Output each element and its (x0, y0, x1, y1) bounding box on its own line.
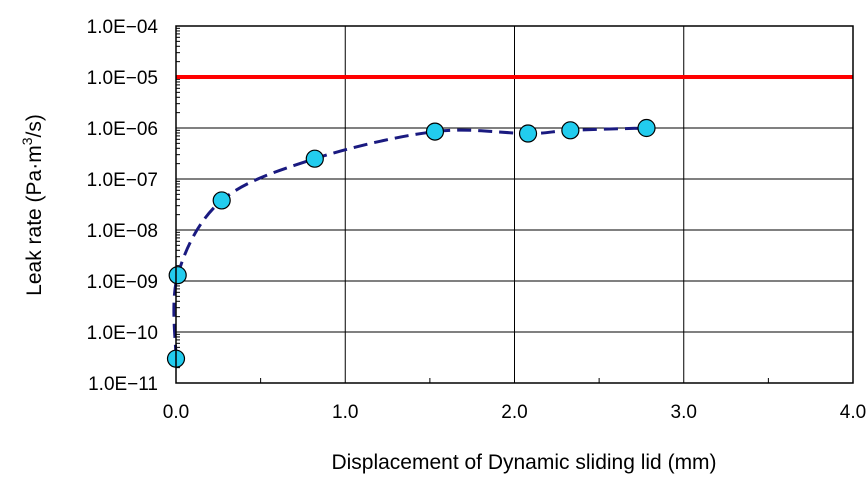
y-axis-title-superscript: 3 (19, 137, 35, 145)
y-tick-label-7: 1.0E−04 (87, 17, 159, 38)
y-tick-label-0: 1.0E−11 (88, 374, 158, 395)
y-tick-label-1: 1.0E−10 (87, 323, 158, 344)
x-axis-title: Displacement of Dynamic sliding lid (mm) (331, 451, 716, 474)
data-point-6 (561, 121, 580, 140)
y-tick-label-3: 1.0E−08 (87, 221, 158, 242)
y-tick-label-2: 1.0E−09 (87, 272, 158, 293)
data-series (166, 118, 656, 368)
x-tick-labels: 0.0 1.0 2.0 3.0 4.0 (163, 402, 866, 423)
y-axis-title: Leak rate (Pa·m3/s) (19, 114, 46, 296)
y-tick-label-4: 1.0E−07 (87, 170, 158, 191)
y-axis-title-suffix: /s) (23, 114, 46, 137)
y-tick-labels: 1.0E−11 1.0E−10 1.0E−09 1.0E−08 1.0E−07 1.0E−… (87, 17, 159, 395)
data-point-7 (637, 118, 656, 138)
x-tick-label-2: 2.0 (501, 402, 527, 423)
data-point-4 (425, 122, 445, 141)
data-point-3 (305, 149, 324, 168)
y-tick-label-5: 1.0E−06 (87, 119, 158, 140)
data-point-1 (168, 266, 187, 285)
x-tick-label-4: 4.0 (840, 402, 866, 423)
x-tick-label-3: 3.0 (671, 402, 697, 423)
y-tick-label-6: 1.0E−05 (87, 68, 158, 89)
y-axis-title-prefix: Leak rate (Pa·m (23, 145, 46, 296)
x-tick-label-1: 1.0 (332, 402, 358, 423)
data-point-2 (212, 191, 231, 210)
data-point-5 (518, 124, 538, 143)
plot-frame (175, 25, 854, 384)
x-tick-label-0: 0.0 (163, 402, 189, 423)
